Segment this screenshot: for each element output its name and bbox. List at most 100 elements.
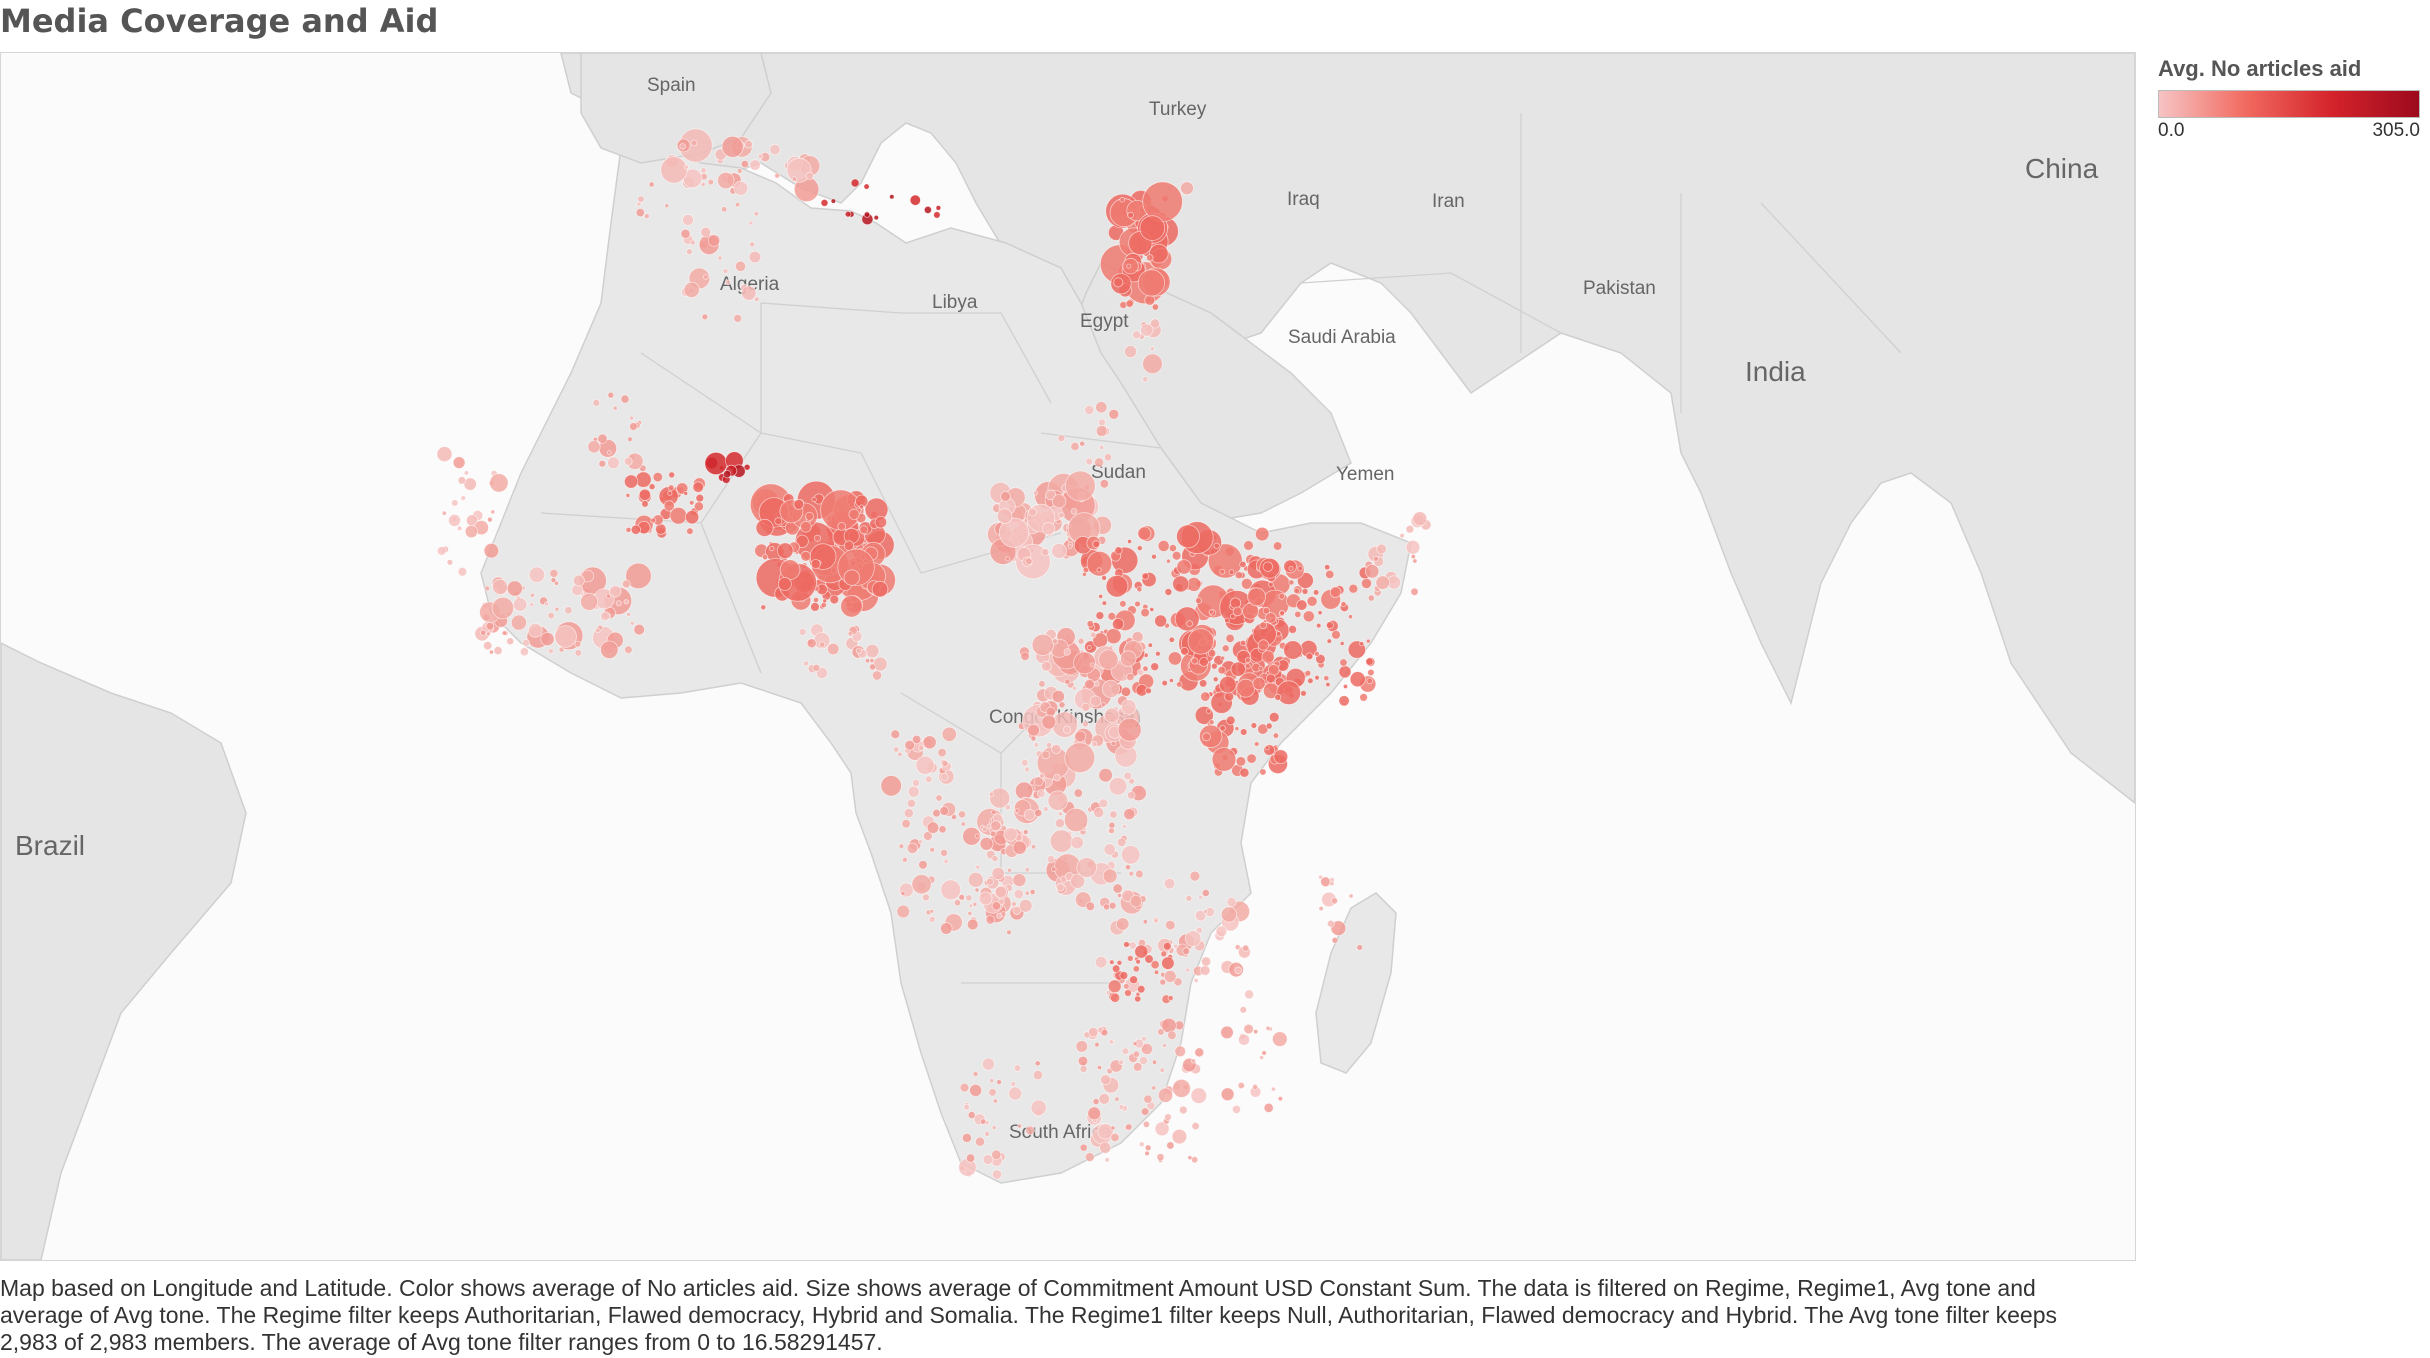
aid-project-point[interactable] — [1098, 418, 1106, 427]
aid-project-point[interactable] — [1173, 943, 1179, 949]
aid-project-point[interactable] — [1123, 983, 1130, 990]
aid-project-point[interactable] — [1166, 558, 1171, 564]
aid-project-point[interactable] — [1190, 1087, 1208, 1104]
aid-project-point[interactable] — [1117, 717, 1142, 742]
aid-project-point[interactable] — [1041, 660, 1052, 672]
aid-project-point[interactable] — [1405, 539, 1421, 555]
aid-project-point[interactable] — [1086, 620, 1094, 628]
aid-project-point[interactable] — [982, 1154, 994, 1165]
aid-project-point[interactable] — [1239, 560, 1247, 568]
aid-project-point[interactable] — [1207, 649, 1217, 658]
aid-project-point[interactable] — [1103, 843, 1116, 856]
aid-project-point[interactable] — [1244, 989, 1254, 1000]
aid-project-point[interactable] — [633, 623, 645, 636]
aid-project-point[interactable] — [625, 562, 652, 590]
aid-project-point[interactable] — [1143, 1094, 1153, 1104]
aid-project-point[interactable] — [805, 171, 814, 181]
aid-project-point[interactable] — [749, 241, 756, 248]
aid-project-point[interactable] — [540, 631, 555, 647]
aid-project-point[interactable] — [1123, 771, 1133, 781]
aid-project-point[interactable] — [1187, 628, 1215, 655]
aid-project-point[interactable] — [1265, 612, 1277, 624]
aid-project-point[interactable] — [1079, 1143, 1088, 1152]
aid-project-point[interactable] — [594, 627, 601, 634]
aid-project-point[interactable] — [1132, 965, 1140, 973]
map-canvas[interactable]: Spain Turkey Iraq Iran China Algeria Lib… — [1, 53, 2135, 1260]
aid-project-point[interactable] — [811, 496, 817, 503]
aid-project-point[interactable] — [864, 658, 871, 664]
aid-project-point[interactable] — [1132, 1050, 1141, 1058]
aid-project-point[interactable] — [600, 640, 619, 660]
aid-project-point[interactable] — [625, 492, 631, 498]
aid-project-point[interactable] — [638, 488, 652, 501]
aid-project-point[interactable] — [1128, 777, 1135, 785]
aid-project-point[interactable] — [1365, 638, 1371, 644]
aid-project-point[interactable] — [1128, 870, 1135, 877]
aid-project-point[interactable] — [1250, 722, 1258, 729]
aid-project-point[interactable] — [1221, 644, 1230, 653]
aid-project-point[interactable] — [1036, 789, 1046, 798]
aid-project-point[interactable] — [1254, 526, 1270, 542]
aid-project-point[interactable] — [1268, 711, 1280, 723]
aid-project-point[interactable] — [627, 436, 633, 443]
aid-project-point[interactable] — [1246, 753, 1257, 764]
aid-project-point[interactable] — [1279, 610, 1285, 616]
aid-project-point[interactable] — [1312, 589, 1320, 596]
aid-project-point[interactable] — [668, 471, 676, 479]
aid-project-point[interactable] — [1356, 944, 1363, 951]
aid-project-point[interactable] — [1029, 889, 1036, 896]
aid-project-point[interactable] — [1100, 702, 1106, 708]
aid-project-point[interactable] — [911, 874, 932, 895]
aid-project-point[interactable] — [1348, 893, 1354, 899]
aid-project-point[interactable] — [958, 893, 965, 901]
aid-project-point[interactable] — [972, 1071, 979, 1078]
aid-project-point[interactable] — [1013, 1064, 1022, 1072]
aid-project-point[interactable] — [725, 279, 731, 286]
aid-project-point[interactable] — [998, 517, 1030, 548]
aid-project-point[interactable] — [1049, 829, 1074, 853]
aid-project-point[interactable] — [974, 887, 980, 893]
aid-project-point[interactable] — [962, 826, 981, 846]
aid-project-point[interactable] — [1114, 546, 1123, 555]
aid-project-point[interactable] — [1025, 557, 1033, 566]
aid-project-point[interactable] — [1258, 666, 1264, 672]
aid-project-point[interactable] — [1225, 633, 1235, 644]
aid-project-point[interactable] — [1034, 1060, 1041, 1067]
aid-project-point[interactable] — [1239, 639, 1247, 647]
aid-project-point[interactable] — [1033, 742, 1040, 748]
aid-project-point[interactable] — [743, 463, 751, 471]
aid-project-point[interactable] — [1151, 303, 1160, 311]
aid-project-point[interactable] — [932, 808, 941, 818]
aid-project-point[interactable] — [1228, 569, 1235, 575]
aid-project-point[interactable] — [1263, 1102, 1274, 1113]
aid-project-point[interactable] — [683, 490, 689, 496]
aid-project-point[interactable] — [1121, 1047, 1130, 1056]
aid-project-point[interactable] — [1168, 544, 1177, 553]
aid-project-point[interactable] — [806, 638, 817, 649]
aid-project-point[interactable] — [922, 893, 930, 902]
aid-project-point[interactable] — [456, 525, 463, 532]
aid-project-point[interactable] — [612, 405, 618, 411]
aid-project-point[interactable] — [683, 164, 689, 170]
aid-project-point[interactable] — [1139, 1141, 1145, 1148]
aid-project-point[interactable] — [979, 836, 994, 851]
aid-project-point[interactable] — [1120, 699, 1137, 715]
aid-project-point[interactable] — [1124, 345, 1138, 359]
aid-project-point[interactable] — [1126, 791, 1136, 800]
aid-project-point[interactable] — [1047, 790, 1069, 811]
aid-project-point[interactable] — [1070, 873, 1086, 889]
aid-project-point[interactable] — [1103, 903, 1111, 911]
aid-project-point[interactable] — [869, 658, 875, 664]
aid-project-point[interactable] — [1017, 1123, 1023, 1129]
aid-project-point[interactable] — [959, 1082, 970, 1093]
aid-project-point[interactable] — [830, 198, 837, 204]
aid-project-point[interactable] — [989, 830, 997, 838]
aid-project-point[interactable] — [1105, 628, 1122, 645]
aid-project-point[interactable] — [1086, 550, 1113, 577]
aid-project-point[interactable] — [1108, 408, 1120, 420]
aid-project-point[interactable] — [1238, 1033, 1251, 1046]
aid-project-point[interactable] — [989, 787, 1011, 809]
aid-project-point[interactable] — [1194, 909, 1207, 922]
aid-project-point[interactable] — [1315, 622, 1322, 629]
aid-project-point[interactable] — [859, 525, 869, 535]
